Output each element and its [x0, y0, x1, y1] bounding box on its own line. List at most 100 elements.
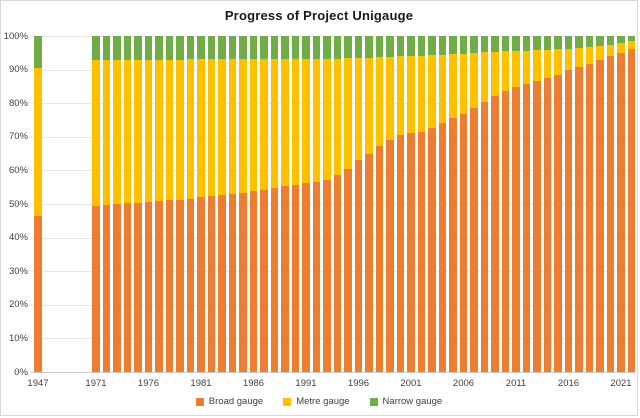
bar-1980 — [186, 36, 195, 372]
bar-segment-narrow-gauge — [438, 36, 447, 55]
bar-1979 — [176, 36, 184, 372]
bar-segment-narrow-gauge — [407, 36, 415, 57]
bar-segment-broad-gauge — [155, 200, 163, 372]
bar-segment-metre-gauge — [491, 51, 499, 97]
bar-segment-metre-gauge — [417, 55, 426, 132]
bar-segment-narrow-gauge — [207, 36, 216, 60]
bar-segment-broad-gauge — [470, 108, 478, 372]
bar-segment-metre-gauge — [218, 59, 226, 196]
bar-segment-narrow-gauge — [270, 36, 279, 59]
bar-segment-metre-gauge — [134, 59, 142, 203]
gridline — [31, 170, 635, 172]
bar-1947 — [34, 36, 42, 372]
bar-segment-narrow-gauge — [291, 36, 300, 59]
bar-segment-narrow-gauge — [606, 36, 615, 45]
bar-segment-narrow-gauge — [386, 36, 394, 57]
bar-segment-narrow-gauge — [323, 36, 331, 59]
bar-segment-narrow-gauge — [102, 36, 111, 61]
gridline — [31, 136, 635, 138]
bar-1994 — [333, 36, 342, 372]
bar-segment-broad-gauge — [438, 123, 447, 372]
legend-label: Metre gauge — [296, 396, 350, 407]
bar-segment-metre-gauge — [543, 50, 552, 79]
bar-segment-broad-gauge — [281, 186, 289, 372]
bar-segment-broad-gauge — [302, 183, 310, 372]
bar-segment-broad-gauge — [491, 96, 499, 372]
bar-segment-metre-gauge — [333, 58, 342, 176]
bar-segment-metre-gauge — [365, 57, 373, 155]
bar-segment-broad-gauge — [176, 199, 184, 372]
bar-segment-narrow-gauge — [155, 36, 163, 60]
bar-1992 — [312, 36, 321, 372]
legend-item-metre-gauge: Metre gauge — [283, 396, 350, 407]
bar-segment-metre-gauge — [270, 58, 279, 188]
bar-segment-metre-gauge — [449, 54, 457, 119]
bar-segment-broad-gauge — [575, 66, 583, 372]
bar-segment-narrow-gauge — [123, 36, 132, 60]
bar-segment-metre-gauge — [260, 59, 268, 190]
bar-1998 — [375, 36, 384, 372]
bar-segment-broad-gauge — [207, 196, 216, 372]
bar-segment-broad-gauge — [123, 203, 132, 372]
bar-2021 — [617, 36, 625, 372]
bar-segment-metre-gauge — [144, 59, 153, 202]
bar-segment-broad-gauge — [480, 102, 489, 372]
bar-2022 — [627, 36, 636, 372]
gridline — [31, 69, 635, 71]
bar-segment-narrow-gauge — [92, 36, 100, 61]
x-axis-label: 1986 — [242, 378, 265, 389]
bar-segment-narrow-gauge — [197, 36, 205, 60]
gridline — [31, 103, 635, 105]
bar-2011 — [512, 36, 520, 372]
bar-segment-narrow-gauge — [228, 36, 237, 60]
bar-2003 — [428, 36, 436, 372]
bar-1983 — [218, 36, 226, 372]
bar-segment-metre-gauge — [512, 51, 520, 88]
bar-segment-metre-gauge — [102, 60, 111, 205]
bar-segment-broad-gauge — [596, 60, 604, 372]
y-axis-label: 20% — [8, 299, 28, 311]
bar-segment-metre-gauge — [239, 59, 247, 193]
narrow-gauge-legend-swatch — [369, 397, 378, 406]
bar-1985 — [239, 36, 247, 372]
bar-segment-narrow-gauge — [491, 36, 499, 52]
bar-segment-broad-gauge — [617, 52, 625, 372]
gridline — [31, 237, 635, 239]
bar-segment-metre-gauge — [554, 49, 562, 75]
bar-segment-metre-gauge — [165, 59, 174, 201]
bar-segment-broad-gauge — [627, 49, 636, 372]
legend-item-broad-gauge: Broad gauge — [195, 396, 263, 407]
bar-2002 — [417, 36, 426, 372]
bar-segment-broad-gauge — [375, 145, 384, 372]
bar-segment-broad-gauge — [428, 128, 436, 372]
bar-segment-broad-gauge — [386, 140, 394, 372]
bar-segment-narrow-gauge — [186, 36, 195, 60]
bar-segment-metre-gauge — [617, 43, 625, 53]
bar-segment-narrow-gauge — [113, 36, 121, 61]
bar-2010 — [501, 36, 510, 372]
bar-segment-narrow-gauge — [312, 36, 321, 59]
bar-segment-broad-gauge — [186, 198, 195, 372]
bar-segment-metre-gauge — [564, 48, 573, 71]
bar-2007 — [470, 36, 478, 372]
bar-segment-metre-gauge — [428, 55, 436, 129]
bar-segment-narrow-gauge — [501, 36, 510, 52]
bar-1976 — [144, 36, 153, 372]
y-axis-label: 80% — [8, 97, 28, 109]
bar-segment-broad-gauge — [512, 87, 520, 372]
bar-segment-narrow-gauge — [302, 36, 310, 59]
bar-1978 — [165, 36, 174, 372]
bar-segment-narrow-gauge — [428, 36, 436, 56]
bar-2008 — [480, 36, 489, 372]
bar-segment-metre-gauge — [92, 60, 100, 206]
bar-segment-broad-gauge — [92, 206, 100, 372]
broad-gauge-legend-swatch — [195, 397, 204, 406]
bar-segment-narrow-gauge — [176, 36, 184, 60]
x-axis-label: 2021 — [610, 378, 632, 389]
bar-segment-narrow-gauge — [354, 36, 363, 58]
bar-segment-broad-gauge — [344, 169, 352, 372]
bar-segment-broad-gauge — [417, 131, 426, 372]
bar-segment-narrow-gauge — [281, 36, 289, 59]
bar-segment-broad-gauge — [554, 74, 562, 372]
x-axis-label: 1976 — [137, 378, 160, 389]
